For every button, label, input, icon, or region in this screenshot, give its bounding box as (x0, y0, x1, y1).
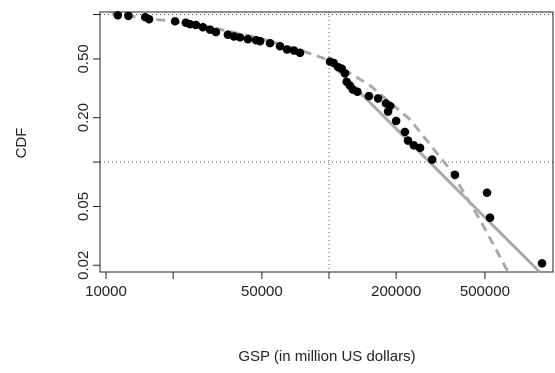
data-point (373, 94, 383, 103)
data-point (450, 170, 460, 180)
x-tick-label: 500000 (460, 283, 510, 300)
data-point (482, 188, 492, 198)
data-point (295, 48, 305, 58)
data-point (243, 34, 253, 44)
fit-line (327, 60, 541, 274)
x-axis-title: GSP (in million US dollars) (238, 348, 415, 365)
data-point (198, 22, 208, 32)
plot-frame (99, 11, 554, 273)
y-tick-label: 0.02 (75, 251, 92, 280)
data-point (485, 213, 495, 222)
data-point (403, 136, 413, 145)
data-point (124, 11, 133, 21)
data-point (415, 143, 425, 153)
x-tick-label: 50000 (241, 283, 283, 300)
data-point (144, 14, 154, 24)
y-tick-label: 0.50 (75, 44, 92, 73)
data-point (191, 20, 201, 30)
data-point (383, 107, 393, 116)
y-tick-label: 0.05 (75, 192, 92, 221)
data-point (235, 33, 245, 42)
y-tick-label: 0.20 (75, 103, 92, 132)
x-tick-label: 200000 (371, 283, 421, 300)
data-point (255, 36, 265, 46)
data-point (113, 10, 123, 20)
data-point (400, 127, 410, 137)
data-point (537, 259, 547, 268)
data-point (391, 116, 401, 126)
data-point (211, 27, 221, 37)
data-point (170, 16, 180, 26)
data-point (275, 41, 285, 51)
data-point (353, 87, 362, 96)
data-point (265, 38, 275, 48)
data-point (340, 68, 350, 78)
data-point (364, 91, 374, 101)
data-point (282, 45, 292, 54)
y-axis-title: CDF (13, 128, 30, 159)
x-tick-label: 10000 (85, 283, 127, 300)
fit-line (111, 12, 510, 273)
data-point (427, 155, 437, 164)
